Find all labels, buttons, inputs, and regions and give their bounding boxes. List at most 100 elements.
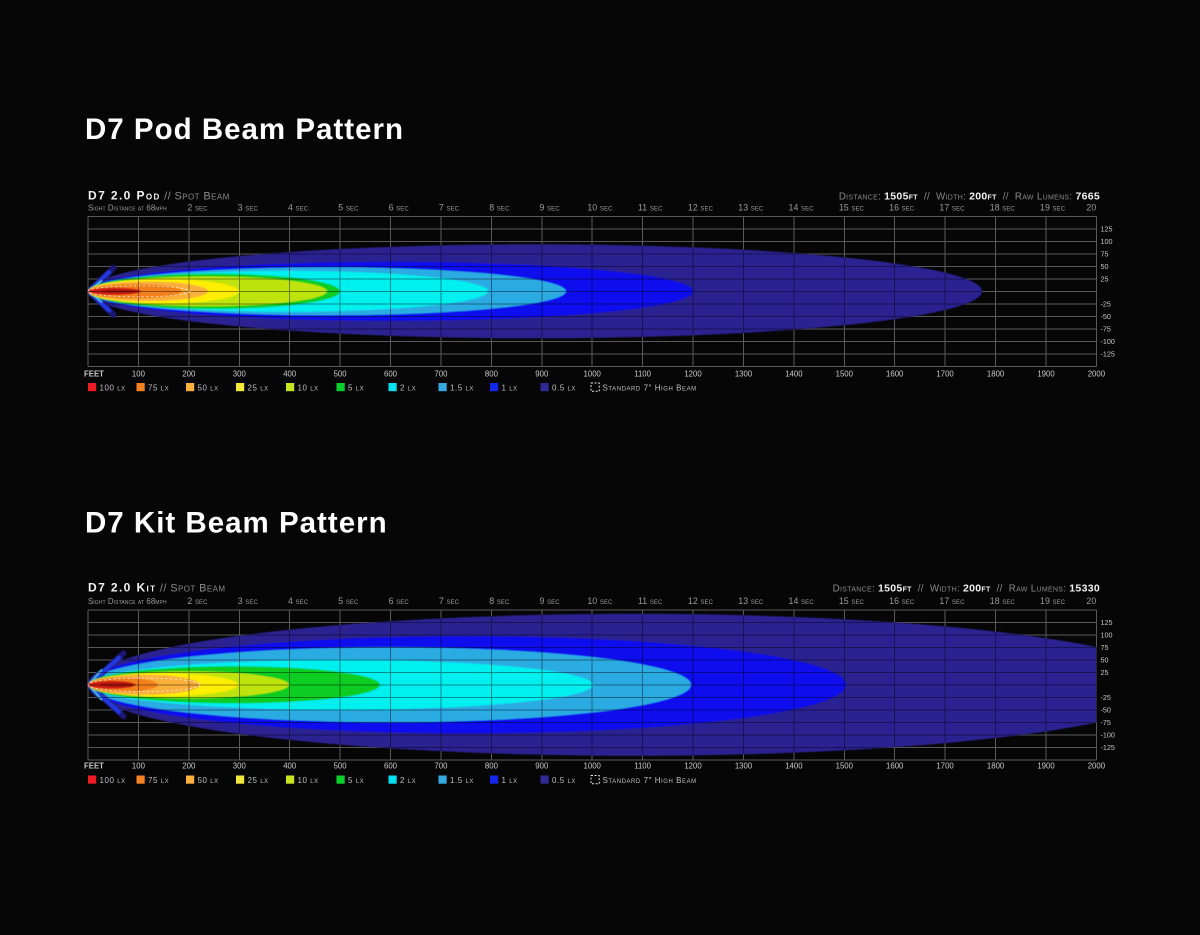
svg-text:1900: 1900 [1037,370,1055,379]
svg-text:75: 75 [1101,643,1109,652]
svg-text:2000: 2000 [1088,762,1106,771]
svg-text:6 sec: 6 sec [389,203,410,213]
svg-text:-50: -50 [1101,312,1111,321]
svg-text:100 lx: 100 lx [100,776,126,785]
svg-text:300: 300 [233,370,247,379]
svg-text:Standard 7″ High Beam: Standard 7″ High Beam [603,776,697,785]
svg-text:20: 20 [1086,596,1096,606]
svg-text:D7 2.0 Pod // Spot Beam: D7 2.0 Pod // Spot Beam [88,189,230,203]
svg-text:1600: 1600 [886,762,904,771]
svg-text:5 lx: 5 lx [348,776,364,785]
svg-text:75 lx: 75 lx [148,383,169,392]
svg-text:15 sec: 15 sec [839,596,865,606]
svg-text:500: 500 [334,370,348,379]
svg-text:-125: -125 [1101,350,1115,359]
svg-text:75: 75 [1101,250,1109,259]
svg-text:1500: 1500 [836,762,854,771]
svg-text:125: 125 [1101,225,1113,234]
svg-text:1000: 1000 [584,370,602,379]
svg-text:900: 900 [535,370,549,379]
svg-text:25 lx: 25 lx [248,776,269,785]
svg-text:8 sec: 8 sec [489,596,510,606]
svg-text:2 lx: 2 lx [400,776,416,785]
svg-text:300: 300 [233,762,247,771]
svg-text:25: 25 [1101,275,1109,284]
svg-text:1 lx: 1 lx [502,383,518,392]
svg-text:1 lx: 1 lx [502,776,518,785]
svg-text:16 sec: 16 sec [889,596,915,606]
svg-text:2000: 2000 [1088,370,1106,379]
svg-text:100: 100 [132,370,146,379]
svg-text:600: 600 [384,370,398,379]
svg-text:125: 125 [1101,618,1113,627]
svg-text:16 sec: 16 sec [889,203,915,213]
svg-text:900: 900 [535,762,549,771]
svg-text:1700: 1700 [936,370,954,379]
svg-text:Standard 7″ High Beam: Standard 7″ High Beam [603,383,697,392]
svg-text:Sight Distance at 68mph: Sight Distance at 68mph [88,597,167,606]
svg-text:19 sec: 19 sec [1040,596,1066,606]
svg-text:-50: -50 [1101,706,1111,715]
svg-text:50: 50 [1101,656,1109,665]
svg-text:4 sec: 4 sec [288,203,309,213]
svg-text:1800: 1800 [987,370,1005,379]
svg-text:13 sec: 13 sec [738,596,764,606]
svg-text:18 sec: 18 sec [990,596,1016,606]
svg-text:17 sec: 17 sec [939,596,965,606]
svg-text:1600: 1600 [886,370,904,379]
svg-text:800: 800 [485,762,499,771]
svg-text:13 sec: 13 sec [738,203,764,213]
svg-text:7 sec: 7 sec [439,596,460,606]
svg-text:10 lx: 10 lx [298,383,319,392]
svg-text:Distance: 1505ft // Width: 2: Distance: 1505ft // Width: 200ft // Raw … [839,191,1100,203]
svg-text:1200: 1200 [684,762,702,771]
svg-text:1300: 1300 [735,762,753,771]
svg-text:10 sec: 10 sec [587,203,613,213]
svg-text:20: 20 [1086,203,1096,213]
svg-text:5 lx: 5 lx [348,383,364,392]
svg-text:7 sec: 7 sec [439,203,460,213]
svg-text:1400: 1400 [785,762,803,771]
svg-text:400: 400 [283,762,297,771]
svg-text:Sight Distance at 68mph: Sight Distance at 68mph [88,204,167,213]
svg-text:1700: 1700 [936,762,954,771]
svg-text:400: 400 [283,370,297,379]
svg-text:700: 700 [434,762,448,771]
svg-text:1900: 1900 [1037,762,1055,771]
svg-text:0.5 lx: 0.5 lx [552,776,576,785]
svg-text:6 sec: 6 sec [389,596,410,606]
svg-text:100 lx: 100 lx [100,383,126,392]
svg-text:5 sec: 5 sec [338,203,359,213]
svg-text:19 sec: 19 sec [1040,203,1066,213]
svg-text:1500: 1500 [836,370,854,379]
svg-text:-25: -25 [1101,693,1111,702]
svg-text:100: 100 [1101,631,1113,640]
svg-text:800: 800 [485,370,499,379]
svg-text:75 lx: 75 lx [148,776,169,785]
svg-text:-75: -75 [1101,718,1111,727]
svg-text:200: 200 [182,762,196,771]
svg-text:FEET: FEET [84,370,104,379]
svg-text:-125: -125 [1101,743,1115,752]
svg-text:D7 2.0 Kit // Spot Beam: D7 2.0 Kit // Spot Beam [88,581,225,595]
svg-text:1200: 1200 [684,370,702,379]
svg-text:1400: 1400 [785,370,803,379]
svg-text:500: 500 [334,762,348,771]
svg-text:14 sec: 14 sec [789,203,815,213]
svg-text:100: 100 [1101,237,1113,246]
svg-text:-100: -100 [1101,731,1115,740]
svg-text:15 sec: 15 sec [839,203,865,213]
svg-text:2 sec: 2 sec [187,203,208,213]
svg-text:8 sec: 8 sec [489,203,510,213]
svg-text:1800: 1800 [987,762,1005,771]
svg-text:5 sec: 5 sec [338,596,359,606]
svg-text:10 lx: 10 lx [298,776,319,785]
svg-text:11 sec: 11 sec [638,203,663,213]
svg-text:11 sec: 11 sec [638,596,663,606]
svg-text:1300: 1300 [735,370,753,379]
svg-text:10 sec: 10 sec [587,596,613,606]
svg-text:50 lx: 50 lx [198,776,219,785]
svg-text:25: 25 [1101,668,1109,677]
svg-text:1000: 1000 [584,762,602,771]
svg-text:14 sec: 14 sec [789,596,815,606]
